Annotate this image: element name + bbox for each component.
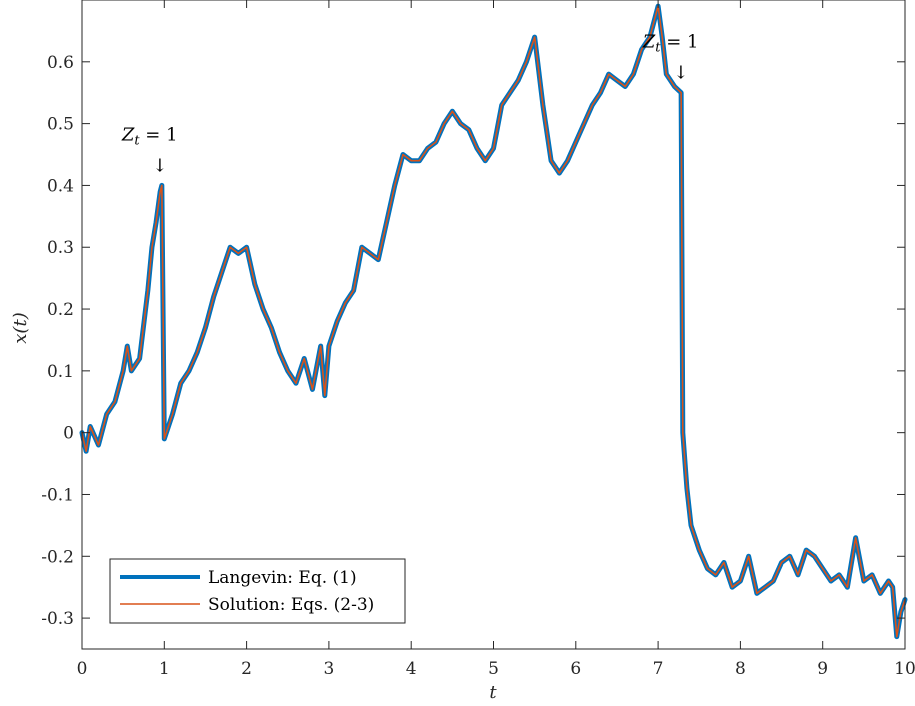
x-tick-label: 0 [77, 659, 88, 679]
y-tick-label: 0.5 [47, 115, 74, 135]
y-tick-label: -0.1 [41, 485, 74, 505]
x-tick-label: 9 [817, 659, 828, 679]
legend-label-solution: Solution: Eqs. (2-3) [208, 595, 374, 615]
y-tick-label: -0.2 [41, 547, 74, 567]
y-tick-label: 0.1 [47, 362, 74, 382]
x-tick-label: 1 [159, 659, 170, 679]
annotation-label: Zt = 1 [642, 32, 699, 56]
series-layer [79, 3, 908, 640]
annotation-label: Zt = 1 [121, 124, 178, 148]
x-tick-label: 10 [894, 659, 915, 679]
y-axis: -0.3 -0.2 -0.1 0 0.1 0.2 0.3 0.4 0.5 0.6 [41, 53, 905, 629]
legend: Langevin: Eq. (1) Solution: Eqs. (2-3) [109, 558, 406, 624]
x-tick-label: 6 [570, 659, 581, 679]
annotation-layer: Zt = 1 ↓ Zt = 1 ↓ [121, 32, 699, 177]
y-tick-label: 0 [63, 424, 74, 444]
y-tick-label: -0.3 [41, 609, 74, 629]
y-axis-label: x(t) [10, 312, 31, 343]
legend-box [109, 558, 406, 624]
x-tick-label: 2 [241, 659, 252, 679]
x-tick-label: 4 [406, 659, 417, 679]
x-axis: 0 1 2 3 4 5 6 7 8 9 10 [77, 0, 915, 679]
x-tick-label: 3 [323, 659, 334, 679]
x-tick-label: 5 [488, 659, 499, 679]
y-tick-label: 0.6 [47, 53, 74, 73]
series-line-solution [81, 5, 906, 638]
y-tick-label: 0.4 [47, 176, 74, 196]
legend-label-langevin: Langevin: Eq. (1) [208, 568, 357, 588]
annotation-arrow: ↓ [152, 155, 167, 176]
y-tick-label: 0.3 [47, 238, 74, 258]
x-tick-label: 8 [735, 659, 746, 679]
x-axis-label: t [489, 682, 497, 703]
x-tick-label: 7 [653, 659, 664, 679]
y-tick-label: 0.2 [47, 300, 74, 320]
annotation-arrow: ↓ [673, 63, 688, 84]
plot-background [82, 0, 905, 649]
